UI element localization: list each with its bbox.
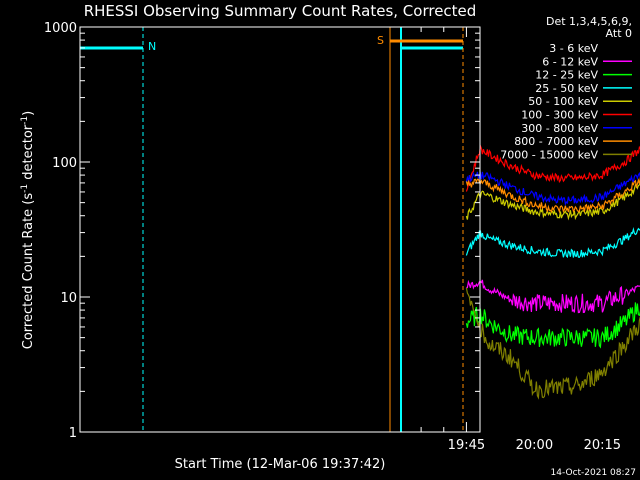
series-line <box>466 279 640 314</box>
series-line <box>465 287 640 400</box>
y-axis-label-post: ) <box>21 111 36 116</box>
y-axis-label-mid: detector <box>21 124 36 184</box>
legend-header-line1: Det 1,3,4,5,6,9, <box>546 15 632 28</box>
y-axis-label: Corrected Count Rate (s-1 detector-1) <box>20 111 36 349</box>
y-tick-label: 1000 <box>44 21 77 36</box>
night-marker-label: N <box>148 40 156 53</box>
series-line <box>465 176 640 214</box>
y-tick-label: 1 <box>69 426 77 441</box>
y-axis-label-sup1: -1 <box>20 184 30 193</box>
legend-entry-label: 50 - 100 keV <box>528 95 598 108</box>
x-tick-label: 20:00 <box>516 438 553 453</box>
series-layer <box>465 143 640 433</box>
x-tick-label: 20:15 <box>584 438 621 453</box>
legend-entry-label: 800 - 7000 keV <box>514 135 598 148</box>
chart-title: RHESSI Observing Summary Count Rates, Co… <box>84 2 477 20</box>
y-tick-label: 100 <box>52 156 77 171</box>
tick-layer: 110100100019:4520:0020:1520:3020:4521:00… <box>44 21 621 453</box>
legend-entry-label: 6 - 12 keV <box>542 55 598 68</box>
series-line <box>465 227 640 259</box>
x-axis-label: Start Time (12-Mar-06 19:37:42) <box>175 457 386 472</box>
x-tick-label: 19:45 <box>448 438 485 453</box>
legend-entry-label: 100 - 300 keV <box>521 109 598 122</box>
legend-entry-label: 25 - 50 keV <box>535 82 598 95</box>
legend-entry-label: 7000 - 15000 keV <box>500 148 598 161</box>
series-line <box>465 143 640 192</box>
saa-marker-label: S <box>377 34 384 47</box>
footer-date: 14-Oct-2021 08:27 <box>551 468 636 478</box>
series-line <box>465 361 640 433</box>
legend-entry-label: 3 - 6 keV <box>549 42 598 55</box>
legend-header-line2: Att 0 <box>606 27 632 40</box>
plot-frame <box>79 26 481 433</box>
y-tick-label: 10 <box>60 291 77 306</box>
series-line <box>465 171 640 206</box>
series-line <box>465 181 640 221</box>
y-axis-label-sup2: -1 <box>20 116 30 125</box>
y-axis-label-pre: Corrected Count Rate (s <box>21 193 36 350</box>
legend-entry-label: 300 - 800 keV <box>521 122 598 135</box>
series-line <box>465 302 640 349</box>
legend-entry-label: 12 - 25 keV <box>535 69 598 82</box>
